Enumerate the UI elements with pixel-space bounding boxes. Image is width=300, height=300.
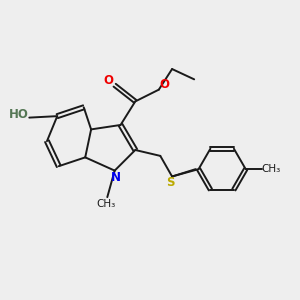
Text: S: S: [167, 176, 175, 190]
Text: O: O: [104, 74, 114, 87]
Text: CH₃: CH₃: [96, 199, 116, 208]
Text: CH₃: CH₃: [261, 164, 280, 174]
Text: N: N: [111, 171, 121, 184]
Text: O: O: [159, 78, 169, 91]
Text: HO: HO: [9, 108, 29, 121]
